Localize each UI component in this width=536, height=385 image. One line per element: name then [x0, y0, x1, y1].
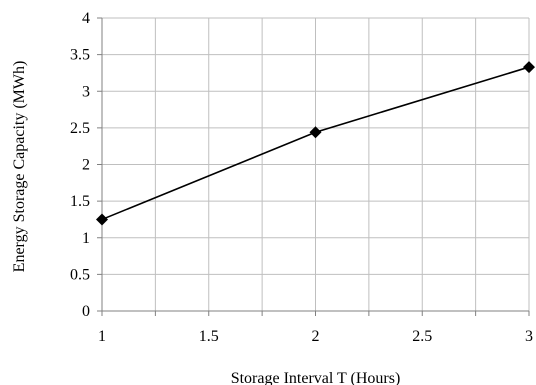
data-point-diamond	[96, 213, 108, 226]
y-tick-label: 3.5	[70, 47, 90, 64]
y-tick-label: 1	[82, 230, 90, 247]
x-tick-label: 1	[98, 328, 106, 345]
x-tick-labels: 1 1.5 2 2.5 3	[98, 328, 533, 345]
data-point-diamond	[309, 126, 322, 139]
y-tick-label: 3	[82, 83, 90, 100]
y-tick-label: 0	[82, 303, 90, 320]
y-tick-label: 0.5	[70, 266, 90, 283]
x-tick-label: 3	[525, 328, 533, 345]
y-tick-label: 2.5	[70, 120, 90, 137]
y-tick-label: 1.5	[70, 193, 90, 210]
y-tick-label: 4	[82, 10, 90, 27]
x-tick-label: 2.5	[412, 328, 432, 345]
data-point-diamond	[523, 61, 535, 74]
x-tick-label: 2	[312, 328, 320, 345]
y-axis-title: Energy Storage Capacity (MWh)	[11, 61, 28, 273]
x-tick-label: 1.5	[199, 328, 219, 345]
axes	[97, 17, 530, 316]
y-tick-labels: 0 0.5 1 1.5 2 2.5 3 3.5 4	[70, 10, 90, 320]
grid	[101, 17, 530, 312]
x-axis-title: Storage Interval T (Hours)	[231, 370, 401, 385]
y-tick-label: 2	[82, 157, 90, 174]
series	[96, 61, 535, 226]
